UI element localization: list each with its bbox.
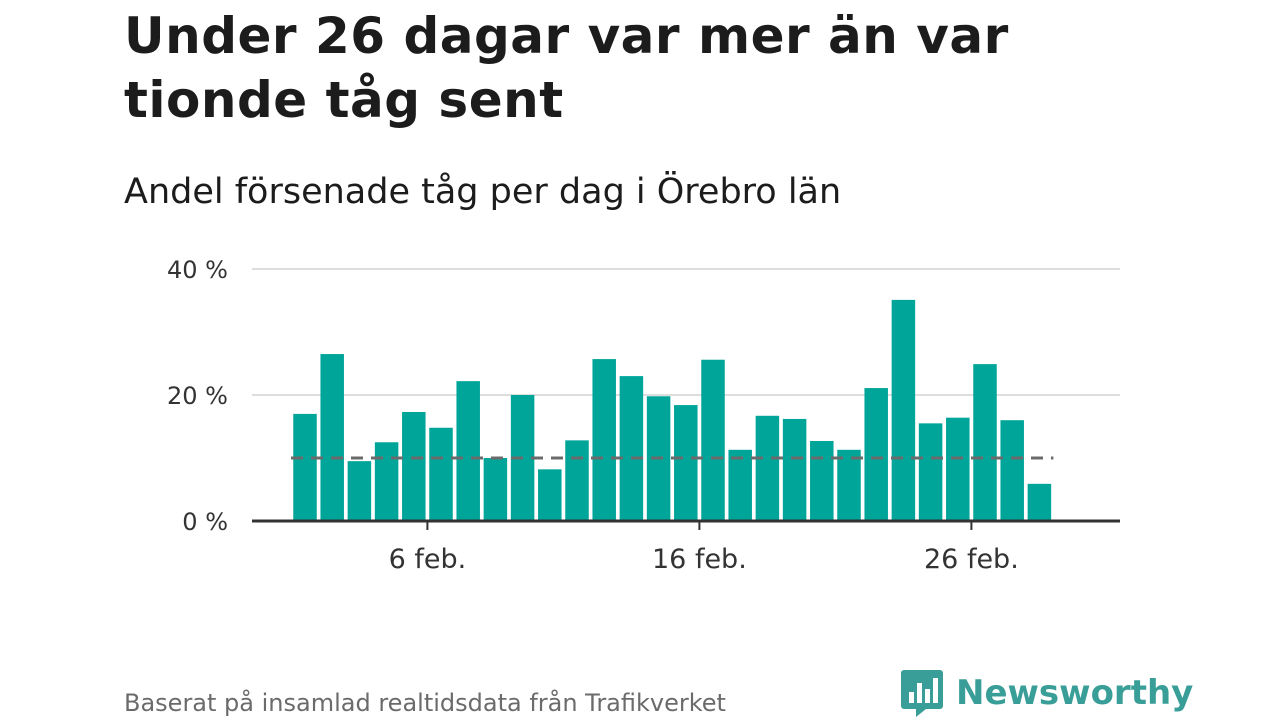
bar: [918, 423, 943, 521]
chart-title: Under 26 dagar var mer än var tionde tåg…: [124, 7, 1009, 129]
newsworthy-logo-text: Newsworthy: [956, 673, 1194, 713]
bar: [1027, 483, 1052, 521]
bar: [864, 388, 888, 521]
bar: [565, 440, 589, 521]
newsworthy-logo-icon: [901, 670, 943, 717]
bar: [429, 427, 453, 521]
bar: [973, 364, 997, 521]
bar: [456, 381, 480, 521]
source-note: Baserat på insamlad realtidsdata från Tr…: [124, 689, 726, 717]
bar: [538, 469, 562, 521]
bar: [320, 354, 344, 521]
bar: [701, 359, 725, 521]
x-axis-tick-labels: 6 feb. 16 feb. 26 feb.: [389, 521, 1019, 575]
y-tick-label: 40 %: [167, 256, 228, 284]
bar: [946, 417, 970, 521]
bar-chart: 0 % 20 % 40 % 6 feb. 16 feb. 26 feb.: [167, 256, 1120, 575]
chart-subtitle: Andel försenade tåg per dag i Örebro län: [124, 172, 842, 212]
x-tick-label: 16 feb.: [652, 544, 747, 575]
x-tick-label: 6 feb.: [389, 544, 467, 575]
bar: [837, 449, 861, 521]
y-axis-tick-labels: 0 % 20 % 40 %: [167, 256, 228, 536]
bar: [347, 461, 372, 521]
bar: [619, 376, 644, 521]
bar: [810, 440, 834, 521]
bar: [483, 458, 508, 521]
bars: [293, 299, 1052, 521]
x-tick-label: 26 feb.: [924, 544, 1019, 575]
bar: [891, 299, 916, 521]
bar: [674, 405, 698, 521]
bar: [374, 442, 399, 521]
y-tick-label: 20 %: [167, 382, 228, 410]
newsworthy-logo: Newsworthy: [900, 668, 1193, 718]
y-tick-label: 0 %: [182, 508, 228, 536]
bar: [755, 415, 780, 521]
bar: [402, 412, 426, 521]
bar: [592, 359, 616, 521]
bar: [1000, 420, 1024, 521]
bar: [293, 413, 317, 521]
bar: [782, 418, 807, 521]
bar: [728, 449, 752, 521]
